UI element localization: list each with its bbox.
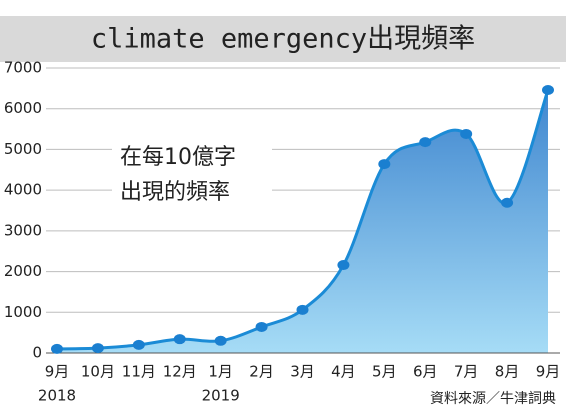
x-tick-label: 10月 [81, 363, 115, 381]
x-tick-label: 12月 [163, 363, 197, 381]
point [214, 335, 227, 346]
x-tick-label: 6月 [413, 363, 438, 381]
x-tick-label: 4月 [331, 363, 356, 381]
point [91, 343, 104, 354]
y-tick-label: 2000 [4, 262, 42, 280]
point [460, 128, 473, 139]
point [296, 304, 309, 315]
point [51, 343, 63, 354]
x-tick-label: 9月 [536, 363, 561, 381]
point [173, 334, 186, 345]
point [419, 137, 432, 148]
x-tick-label: 7月 [454, 363, 479, 381]
year-label: 2018 [38, 387, 76, 405]
source: 資料來源／牛津詞典 [430, 391, 556, 407]
point [501, 197, 514, 208]
y-tick-label: 7000 [4, 59, 42, 77]
x-tick-label: 9月 [45, 363, 70, 381]
y-tick-label: 4000 [4, 181, 42, 199]
annotation-bg [112, 143, 272, 173]
chart-title: climate emergency出現頻率 [91, 24, 475, 55]
y-tick-label: 6000 [4, 99, 42, 117]
annotation: 在每10億字 [120, 145, 236, 170]
x-tick-label: 2月 [249, 363, 274, 381]
x-tick-label: 11月 [122, 363, 156, 381]
y-tick-label: 1000 [4, 303, 42, 321]
annotation-bg [112, 178, 272, 208]
point [378, 159, 391, 170]
x-tick-label: 3月 [290, 363, 315, 381]
title-banner [0, 16, 566, 62]
y-tick-label: 0 [32, 344, 42, 362]
y-tick-label: 3000 [4, 221, 42, 239]
point [337, 260, 350, 271]
point [255, 321, 268, 332]
year-label: 2019 [202, 387, 240, 405]
area [57, 89, 548, 353]
point [542, 84, 554, 95]
annotation: 出現的頻率 [120, 180, 230, 205]
x-tick-label: 1月 [208, 363, 233, 381]
y-tick-label: 5000 [4, 140, 42, 158]
x-tick-label: 5月 [372, 363, 397, 381]
x-tick-label: 8月 [495, 363, 520, 381]
point [132, 339, 145, 350]
